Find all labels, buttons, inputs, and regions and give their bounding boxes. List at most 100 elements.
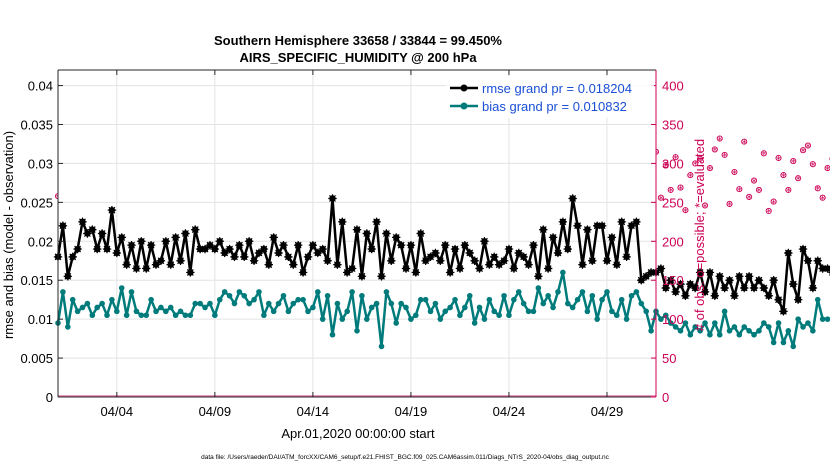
rmse-marker-spike [460, 240, 470, 250]
bias-marker [319, 316, 326, 322]
bias-marker [261, 312, 267, 319]
rmse-marker-spike [740, 283, 749, 293]
rmse-marker-spike [151, 260, 161, 269]
y-left-tick-label: 0.03 [28, 156, 53, 171]
obs-possible-marker [706, 165, 713, 172]
rmse-marker-spike [122, 260, 131, 269]
bias-marker [613, 312, 620, 319]
y-right-tick-label: 200 [662, 234, 684, 249]
bias-marker [442, 308, 449, 315]
bias-marker [530, 308, 537, 315]
series-layer [53, 194, 830, 350]
bias-marker [89, 312, 96, 319]
rmse-marker-spike [529, 240, 538, 250]
bias-marker [721, 308, 728, 315]
bias-marker [751, 331, 757, 338]
bias-marker [814, 296, 821, 303]
rmse-marker-spike [328, 194, 337, 203]
obs-evaluated-marker: * [673, 154, 678, 165]
obs-evaluated-marker: * [781, 172, 786, 183]
bias-marker [349, 289, 355, 295]
rmse-marker-spike [195, 244, 205, 254]
legend: rmse grand pr = 0.018204 bias grand pr =… [446, 76, 654, 118]
bias-marker [584, 308, 591, 315]
bias-marker [496, 312, 502, 319]
bias-marker [702, 320, 708, 326]
obs-possible-marker [750, 177, 758, 184]
bias-marker [805, 320, 811, 326]
bias-marker [393, 320, 400, 326]
bias-marker [104, 312, 110, 319]
rmse-marker-spike [367, 244, 376, 254]
rmse-marker-spike [254, 248, 264, 258]
obs-possible-marker [755, 186, 762, 193]
bias-marker [692, 324, 699, 330]
y-right-tick-label: 0 [662, 390, 669, 405]
bias-marker [236, 289, 243, 295]
obs-possible-marker [701, 202, 709, 209]
obs-evaluated-marker: * [712, 146, 717, 157]
bias-marker [746, 328, 752, 334]
rmse-marker-spike [793, 295, 803, 304]
bias-marker [398, 300, 404, 307]
bias-marker [172, 312, 179, 319]
rmse-marker-spike [641, 272, 651, 281]
bias-marker [824, 316, 830, 322]
bias-marker [290, 300, 297, 307]
rmse-marker-spike [210, 244, 220, 254]
bias-marker [163, 308, 169, 315]
rmse-marker-spike [166, 260, 175, 269]
rmse-marker-spike [818, 264, 827, 273]
bias-marker [241, 292, 248, 299]
bias-marker [221, 289, 228, 295]
y-right-tick-label: 300 [662, 156, 684, 171]
rmse-marker-spike [303, 252, 313, 262]
bias-marker [795, 316, 801, 322]
bias-marker [594, 316, 600, 322]
rmse-marker-spike [597, 221, 607, 230]
bias-marker [481, 316, 488, 322]
rmse-marker-spike [73, 244, 82, 254]
rmse-marker-spike [298, 268, 308, 277]
bias-marker [265, 300, 272, 307]
bias-marker [506, 312, 512, 319]
bias-marker [471, 320, 478, 326]
obs-possible-marker [746, 193, 753, 200]
obs-evaluated-marker: * [776, 155, 781, 166]
rmse-marker-spike [592, 221, 602, 230]
rmse-marker-spike [235, 240, 244, 250]
obs-possible-marker [721, 151, 728, 158]
obs-evaluated-marker: * [737, 186, 742, 197]
rmse-marker-spike [470, 256, 479, 265]
rmse-marker-spike [543, 264, 553, 273]
rmse-marker-spike [627, 221, 636, 230]
rmse-marker-spike [602, 256, 612, 265]
rmse-marker-spike [705, 268, 715, 277]
rmse-marker-spike [97, 229, 107, 238]
y-right-tick-label: 100 [662, 312, 684, 327]
obs-evaluated-marker: * [688, 172, 693, 183]
rmse-marker-spike [264, 260, 273, 269]
obs-evaluated-marker: * [707, 165, 712, 176]
bias-marker [300, 296, 306, 303]
obs-possible-marker [687, 172, 694, 179]
rmse-marker-spike [333, 260, 342, 269]
rmse-marker-spike [661, 283, 671, 293]
rmse-marker-spike [181, 229, 190, 238]
bias-marker [761, 320, 767, 326]
bias-marker [182, 312, 189, 319]
rmse-marker-spike [132, 264, 141, 273]
bias-marker [447, 304, 453, 311]
rmse-marker-spike [117, 233, 126, 242]
obs-evaluated-marker: * [742, 138, 747, 149]
rmse-marker-spike [583, 225, 592, 234]
obs-possible-marker [736, 186, 743, 193]
bias-marker [731, 324, 738, 330]
rmse-marker-spike [338, 217, 347, 227]
rmse-marker-spike [441, 240, 450, 250]
legend-bias-label: bias grand pr = 0.010832 [482, 99, 627, 114]
bias-marker [256, 289, 262, 295]
bias-marker [329, 331, 336, 338]
bias-marker [65, 324, 71, 330]
bias-marker [94, 304, 101, 311]
